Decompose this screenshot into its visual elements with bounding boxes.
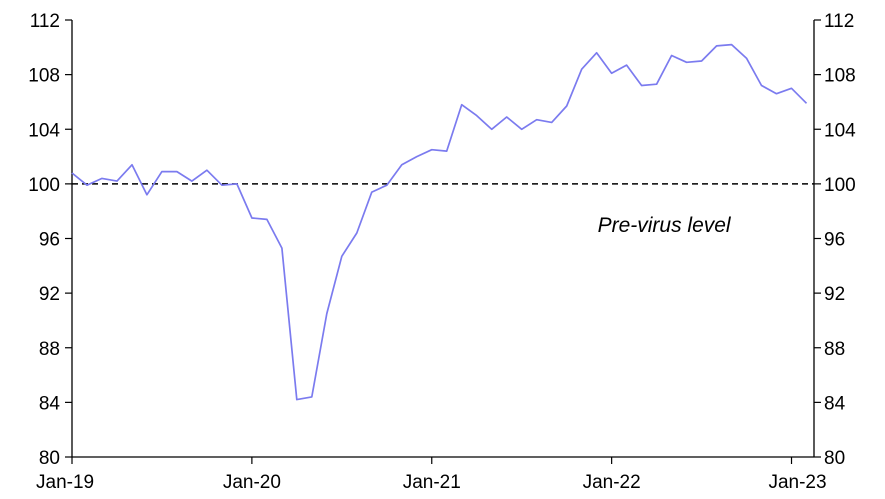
x-tick-label: Jan-20 (223, 472, 281, 493)
y-tick-label-left: 96 (39, 230, 60, 251)
y-tick-label-left: 100 (28, 175, 60, 196)
y-tick-label-left: 92 (39, 284, 60, 305)
y-tick-label-left: 88 (39, 339, 60, 360)
y-tick-label-right: 80 (824, 448, 845, 469)
x-tick-label: Jan-21 (403, 472, 461, 493)
y-tick-label-right: 96 (824, 230, 845, 251)
x-tick-label: Jan-19 (36, 472, 94, 493)
series-group (71, 43, 808, 401)
y-tick-label-right: 108 (824, 66, 856, 87)
y-tick-label-right: 100 (824, 175, 856, 196)
pre-virus-annotation: Pre-virus level (598, 214, 732, 237)
left-y-axis-ticks: 80 84 88 92 96 100 104 108 112 (28, 11, 72, 469)
y-tick-label-right: 84 (824, 393, 846, 414)
y-tick-label-right: 104 (824, 120, 856, 141)
y-tick-label-left: 84 (39, 393, 61, 414)
y-tick-label-right: 112 (824, 11, 854, 32)
chart-axes (71, 20, 815, 458)
right-y-axis-ticks: 80 84 88 92 96 100 104 108 112 (814, 11, 856, 469)
y-tick-label-right: 88 (824, 339, 845, 360)
x-axis-ticks: Jan-19 Jan-20 Jan-21 Jan-22 Jan-23 (36, 457, 827, 493)
y-tick-label-left: 112 (30, 11, 60, 32)
series-line (71, 43, 808, 401)
y-tick-label-left: 80 (39, 448, 60, 469)
x-tick-label: Jan-23 (768, 472, 826, 493)
y-tick-label-left: 108 (28, 66, 60, 87)
x-tick-label: Jan-22 (583, 472, 641, 493)
y-tick-label-right: 92 (824, 284, 845, 305)
y-tick-label-left: 104 (28, 120, 60, 141)
